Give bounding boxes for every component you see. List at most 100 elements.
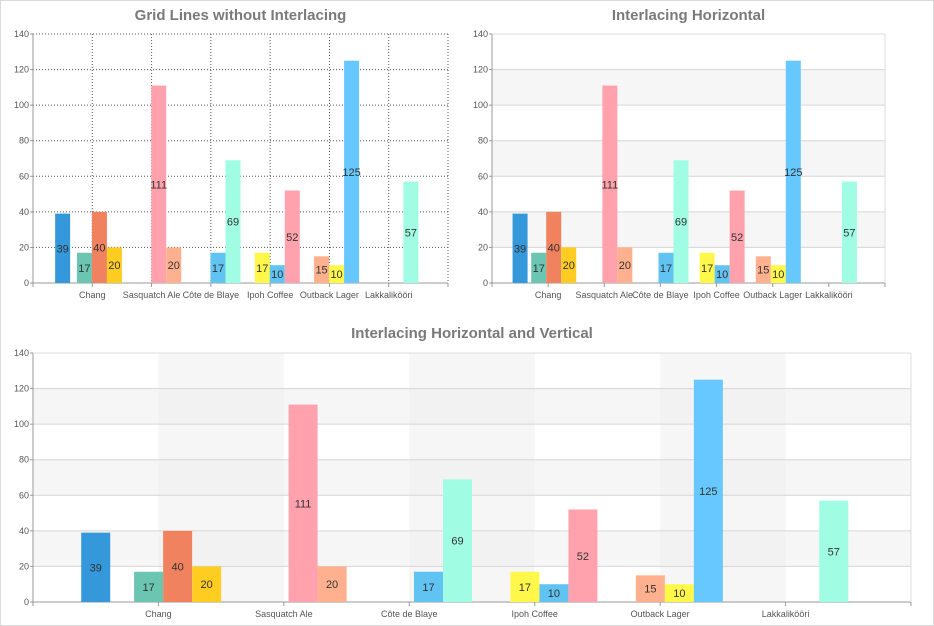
bar [785, 60, 801, 283]
bar [317, 566, 347, 602]
bar [770, 265, 786, 283]
bar [673, 160, 689, 283]
chart-title-interlacing-horizontal: Interlacing Horizontal [611, 7, 766, 24]
bar [314, 256, 330, 283]
x-category-label: Ipoh Coffee [693, 290, 739, 300]
interlace-band-vertical [660, 353, 786, 602]
y-tick-label: 0 [483, 278, 488, 288]
y-tick-label: 100 [14, 419, 29, 429]
y-tick-label: 100 [14, 100, 29, 110]
data-label: 17 [701, 263, 713, 275]
x-category-label: Lakkalikööri [365, 290, 413, 300]
data-label: 111 [150, 179, 167, 191]
y-tick-label: 20 [19, 242, 29, 252]
data-label: 52 [577, 551, 589, 563]
bar [344, 60, 360, 283]
y-tick-label: 40 [478, 207, 488, 217]
bar [210, 252, 226, 283]
data-label: 20 [201, 579, 213, 591]
bar [106, 247, 122, 283]
data-label: 17 [212, 263, 224, 275]
y-tick-label: 0 [24, 597, 29, 607]
bar [512, 213, 528, 283]
y-tick-label: 60 [19, 490, 29, 500]
data-label: 69 [451, 536, 463, 548]
data-label: 15 [757, 265, 769, 277]
data-label: 52 [286, 232, 298, 244]
bar [163, 530, 193, 602]
data-label: 39 [57, 243, 69, 255]
y-tick-label: 40 [19, 526, 29, 536]
interlace-band-horizontal [492, 69, 885, 106]
data-label: 111 [601, 179, 618, 191]
bar [561, 247, 577, 283]
y-tick-label: 40 [19, 207, 29, 217]
data-label: 40 [172, 561, 184, 573]
data-label: 20 [168, 260, 180, 272]
bar [510, 571, 540, 602]
bar [729, 190, 745, 283]
data-label: 17 [256, 263, 268, 275]
y-tick-label: 100 [473, 100, 488, 110]
y-tick-label: 120 [14, 65, 29, 75]
bar [151, 85, 167, 283]
bar [91, 211, 107, 283]
x-category-label: Chang [535, 290, 562, 300]
bar [225, 160, 241, 283]
chart-title-grid-lines: Grid Lines without Interlacing [134, 7, 347, 24]
y-tick-label: 120 [14, 384, 29, 394]
bar [254, 252, 270, 283]
data-label: 125 [784, 167, 802, 179]
data-label: 10 [548, 588, 560, 600]
bar [288, 404, 318, 602]
bar [531, 252, 547, 283]
data-label: 17 [660, 263, 672, 275]
y-tick-label: 140 [14, 29, 29, 39]
x-category-label: Outback Lager [631, 609, 690, 619]
data-label: 57 [843, 227, 855, 239]
bar [269, 265, 285, 283]
bar [602, 85, 618, 283]
bar [76, 252, 92, 283]
x-category-label: Sasquatch Ale [255, 609, 313, 619]
x-category-label: Côte de Blaye [183, 290, 240, 300]
data-label: 17 [533, 263, 545, 275]
x-category-label: Outback Lager [300, 290, 359, 300]
y-tick-label: 80 [478, 136, 488, 146]
bar [443, 479, 472, 602]
x-category-label: Chang [145, 609, 172, 619]
data-label: 10 [271, 269, 283, 281]
bar [546, 211, 562, 283]
x-category-label: Côte de Blaye [632, 290, 689, 300]
bar [819, 500, 849, 602]
data-label: 111 [295, 498, 312, 510]
bar [403, 181, 419, 283]
bar [714, 265, 730, 283]
bar [617, 247, 633, 283]
bar [414, 571, 443, 602]
data-label: 125 [342, 167, 360, 179]
x-category-label: Ipoh Coffee [247, 290, 293, 300]
data-label: 20 [619, 260, 631, 272]
bar [81, 532, 111, 602]
bar [166, 247, 182, 283]
bar [658, 252, 674, 283]
y-tick-label: 0 [24, 278, 29, 288]
x-category-label: Ipoh Coffee [512, 609, 558, 619]
bar [699, 252, 715, 283]
data-label: 69 [227, 217, 239, 229]
y-tick-label: 140 [473, 29, 488, 39]
data-label: 39 [90, 562, 102, 574]
bar [134, 571, 164, 602]
y-tick-label: 80 [19, 455, 29, 465]
data-label: 40 [548, 242, 560, 254]
bar [329, 265, 345, 283]
x-category-label: Sasquatch Ale [123, 290, 181, 300]
bar [693, 379, 723, 602]
y-tick-label: 140 [14, 348, 29, 358]
x-category-label: Outback Lager [743, 290, 802, 300]
data-label: 57 [828, 546, 840, 558]
data-label: 10 [673, 588, 685, 600]
x-category-label: Lakkalikööri [805, 290, 853, 300]
x-category-label: Chang [79, 290, 106, 300]
